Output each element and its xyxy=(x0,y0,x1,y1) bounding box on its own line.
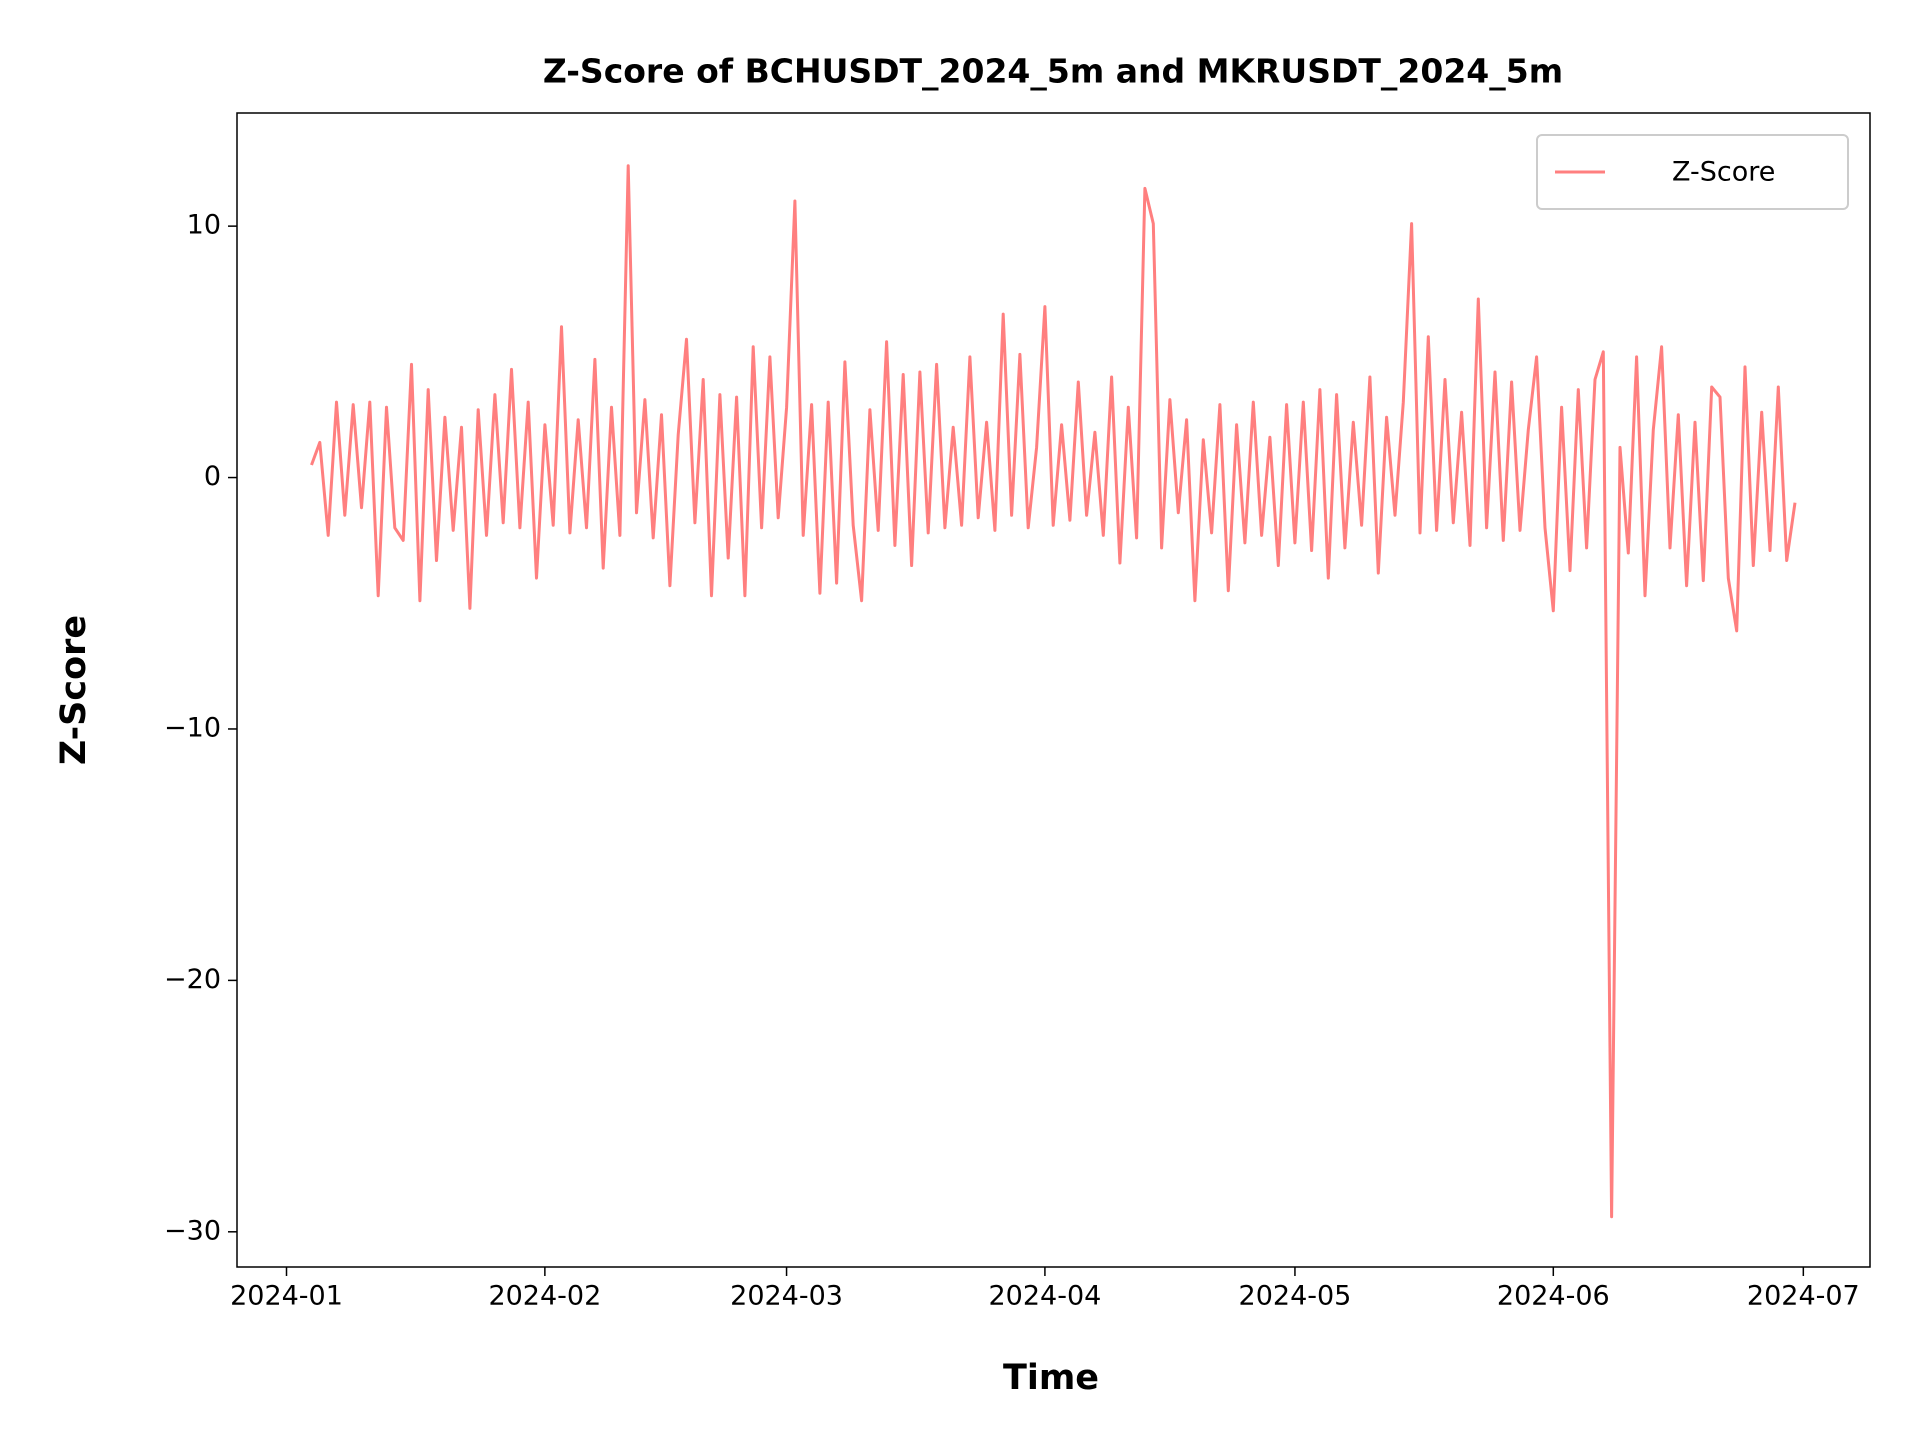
y-tick-label: −30 xyxy=(164,1215,221,1246)
x-tick-label: 2024-01 xyxy=(230,1281,343,1312)
x-tick-label: 2024-03 xyxy=(730,1281,843,1312)
y-axis-label: Z-Score xyxy=(54,615,94,765)
y-tick-label: −20 xyxy=(164,964,221,995)
x-tick-label: 2024-06 xyxy=(1497,1281,1610,1312)
x-tick-label: 2024-02 xyxy=(488,1281,601,1312)
y-tick-label: 10 xyxy=(187,210,221,241)
plot-frame xyxy=(236,112,1871,1268)
y-tick-label: −10 xyxy=(164,712,221,743)
x-axis-label: Time xyxy=(1003,1358,1099,1398)
legend-box xyxy=(1536,134,1849,210)
x-tick-label: 2024-07 xyxy=(1747,1281,1860,1312)
y-tick-label: 0 xyxy=(204,461,221,492)
x-tick-label: 2024-04 xyxy=(989,1281,1102,1312)
series-line xyxy=(310,164,1797,1219)
chart-title: Z-Score of BCHUSDT_2024_5m and MKRUSDT_2… xyxy=(543,52,1563,91)
legend-label: Z-Score xyxy=(1672,157,1775,188)
x-tick-label: 2024-05 xyxy=(1239,1281,1352,1312)
